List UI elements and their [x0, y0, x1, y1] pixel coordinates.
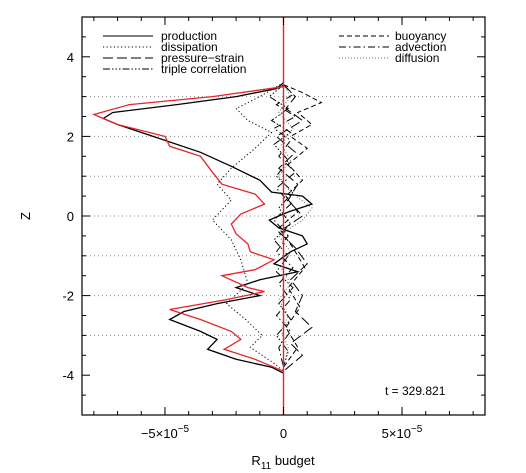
y-tick-label-1: -2 [62, 289, 74, 304]
y-tick-label-0: -4 [62, 368, 74, 383]
legend-label-left-2: pressure−strain [161, 51, 244, 65]
x-axis-label-rest: budget [271, 453, 315, 468]
series-triple-correlation [268, 84, 294, 368]
series-advection [273, 84, 297, 368]
x-axis-label-main: R [251, 453, 260, 468]
legend-label-left-1: dissipation [161, 40, 218, 54]
x-axis-label: R11 budget [251, 453, 315, 472]
axis-ticks: -4 -2 0 2 4 −5×10−5 0 5×10−5 [62, 16, 485, 441]
legend-label-left-0: production [161, 29, 217, 43]
legend: productiondissipationpressure−straintrip… [103, 29, 446, 76]
series-buoyancy [278, 84, 323, 368]
y-tick-label-3: 2 [67, 129, 74, 144]
x-tick-label-1: 0 [280, 426, 287, 441]
legend-label-right-1: advection [395, 40, 446, 54]
series-diffusion [278, 84, 313, 368]
y-tick-label-2: 0 [67, 209, 74, 224]
legend-label-right-2: diffusion [395, 51, 439, 65]
legend-label-right-0: buoyancy [395, 29, 446, 43]
x-axis-label-subscript: 11 [261, 461, 272, 472]
time-annotation: t = 329.821 [385, 384, 446, 398]
y-tick-label-4: 4 [67, 50, 74, 65]
series-pressure-strain [275, 84, 313, 372]
data-series [91, 17, 323, 415]
x-tick-label-2: 5×10−5 [382, 424, 423, 441]
y-axis-label: Z [18, 212, 33, 220]
x-tick-label-0: −5×10−5 [141, 424, 190, 441]
series-red [91, 86, 284, 372]
legend-label-left-3: triple correlation [161, 62, 246, 76]
